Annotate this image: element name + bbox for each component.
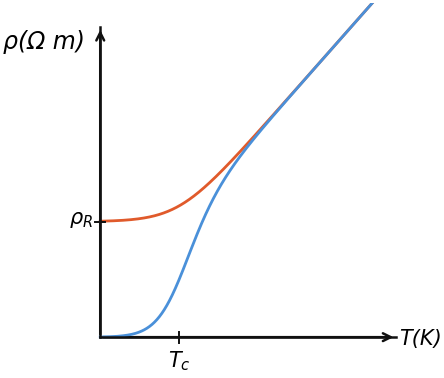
Text: ρ(Ω m): ρ(Ω m): [3, 30, 85, 54]
Text: $\rho_R$: $\rho_R$: [69, 210, 93, 230]
Text: T(K): T(K): [399, 329, 442, 349]
Text: $T_c$: $T_c$: [168, 349, 190, 373]
